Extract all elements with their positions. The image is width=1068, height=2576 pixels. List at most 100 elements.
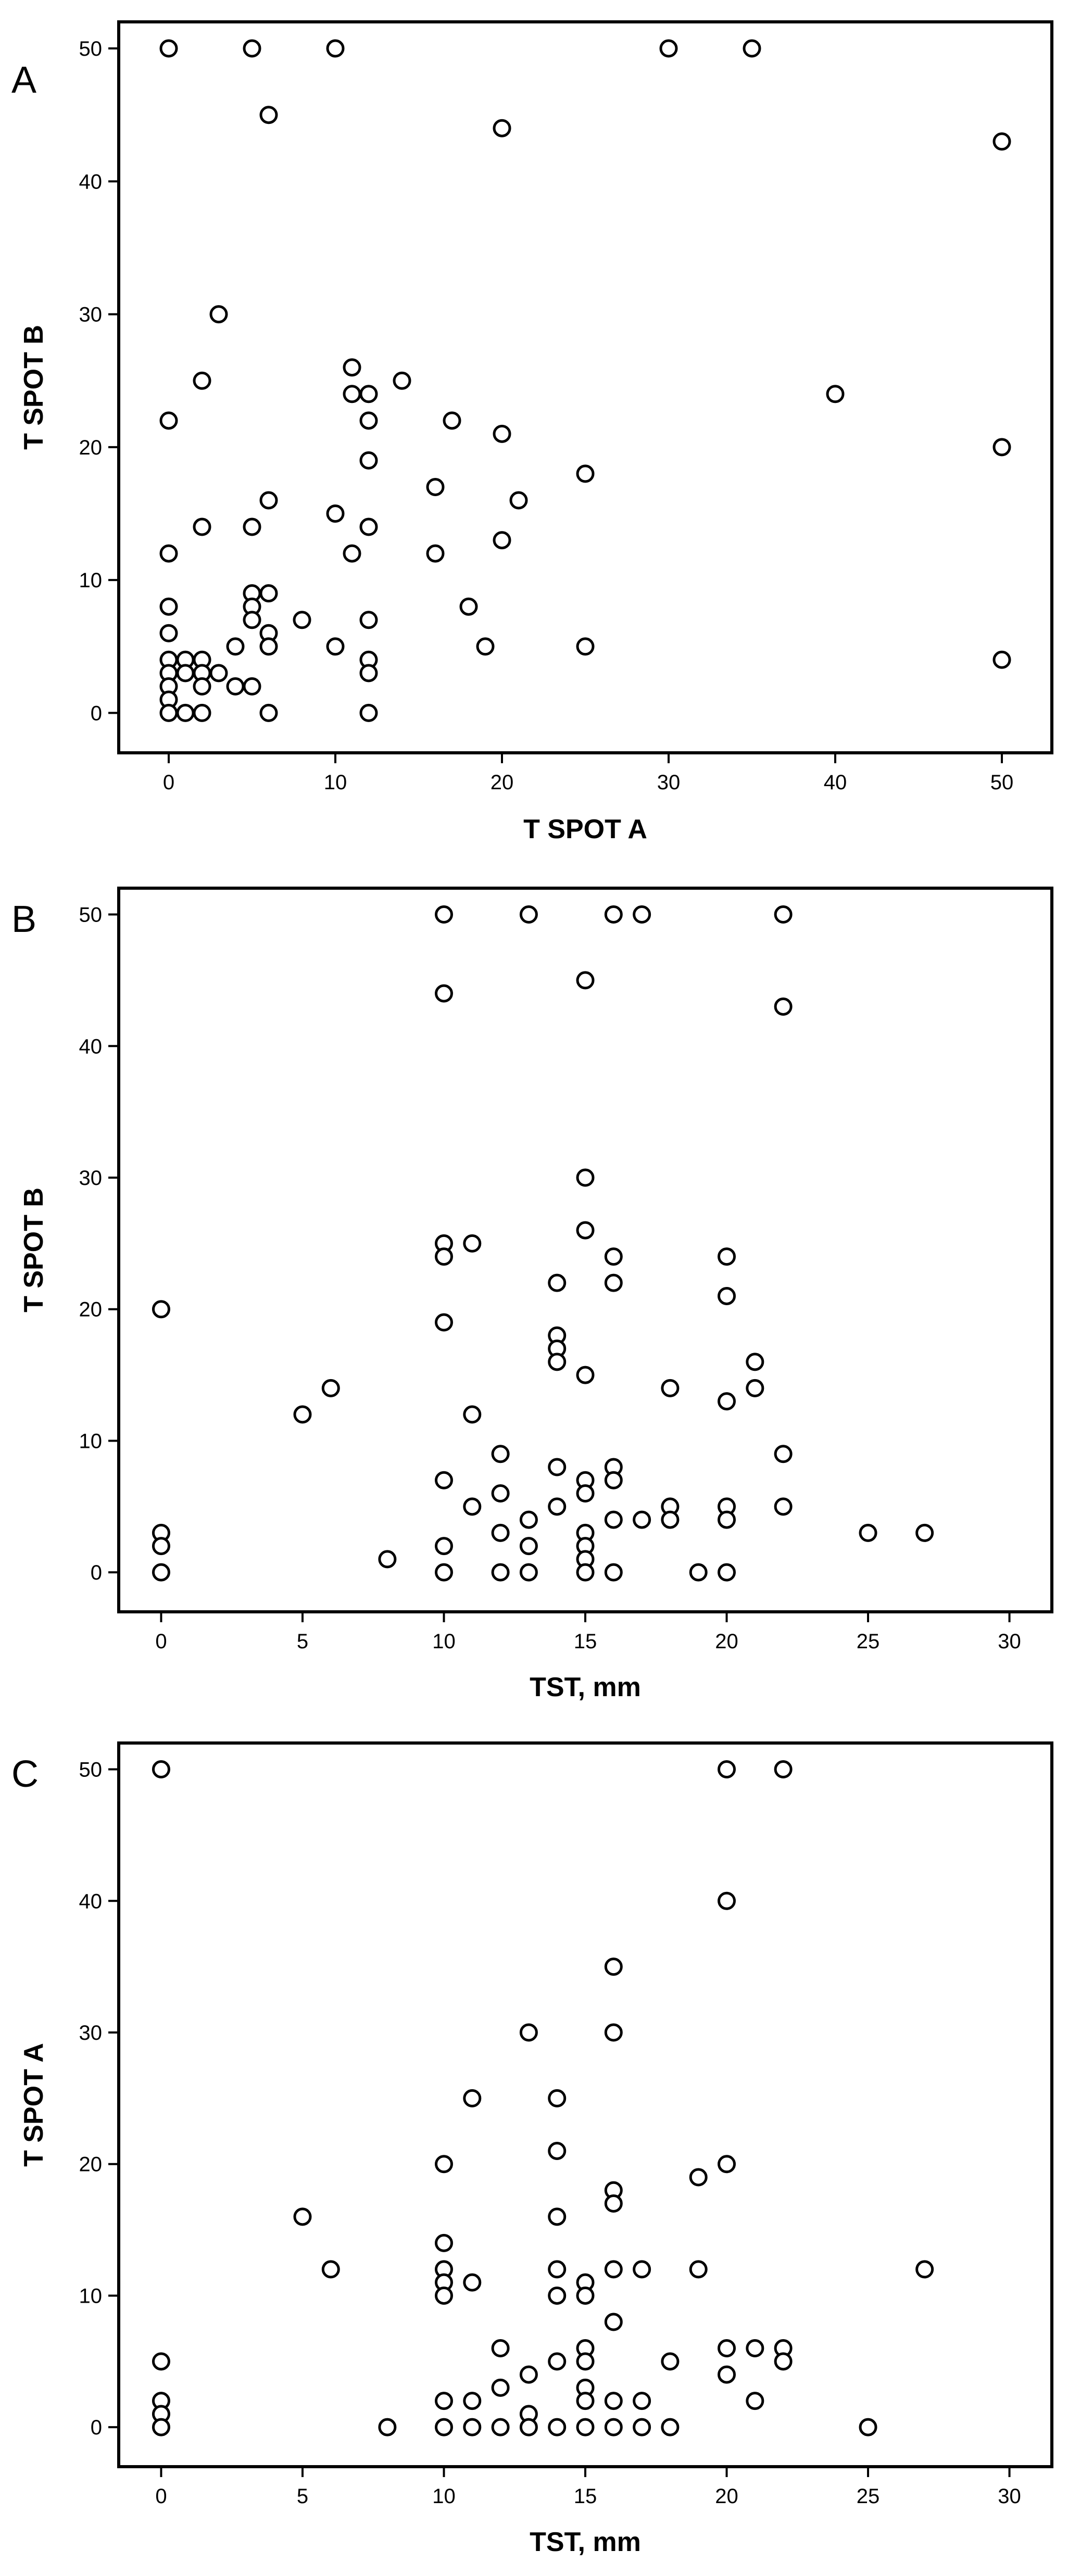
data-point bbox=[718, 1891, 736, 1910]
data-point bbox=[493, 119, 511, 137]
data-point bbox=[159, 703, 178, 722]
y-tick-label: 20 bbox=[79, 436, 103, 459]
data-point bbox=[243, 517, 261, 536]
data-point bbox=[343, 544, 361, 563]
data-point bbox=[434, 1247, 453, 1266]
data-point bbox=[259, 703, 278, 722]
x-tick-label: 0 bbox=[155, 1630, 167, 1653]
data-point bbox=[434, 2286, 453, 2305]
data-point bbox=[226, 637, 245, 656]
data-point bbox=[491, 2418, 510, 2436]
x-tick-label: 5 bbox=[297, 2485, 308, 2508]
data-point bbox=[519, 1510, 538, 1529]
data-point bbox=[326, 637, 345, 656]
data-point bbox=[491, 1563, 510, 1582]
data-point bbox=[426, 477, 445, 496]
data-point bbox=[259, 584, 278, 603]
x-tick-label: 15 bbox=[574, 2485, 597, 2508]
data-point bbox=[746, 2392, 764, 2410]
data-point bbox=[746, 1353, 764, 1371]
data-point bbox=[548, 1353, 567, 1371]
data-point bbox=[434, 984, 453, 1003]
y-tick-label: 50 bbox=[79, 37, 103, 60]
x-tick-label: 30 bbox=[998, 1630, 1021, 1653]
plot-frame bbox=[117, 20, 1053, 754]
data-point bbox=[915, 2260, 934, 2279]
data-point bbox=[152, 1563, 170, 1582]
y-tick-label: 50 bbox=[79, 904, 103, 927]
data-point bbox=[259, 106, 278, 124]
data-point bbox=[463, 2089, 482, 2107]
x-tick-label: 20 bbox=[715, 2485, 738, 2508]
data-point bbox=[491, 2339, 510, 2358]
data-point bbox=[576, 1563, 595, 1582]
data-point bbox=[604, 2313, 623, 2331]
data-point bbox=[519, 905, 538, 924]
data-point bbox=[604, 2392, 623, 2410]
data-point bbox=[718, 1392, 736, 1411]
y-tick-label: 0 bbox=[91, 1561, 102, 1584]
data-point bbox=[359, 451, 378, 470]
x-tick-label: 10 bbox=[324, 771, 347, 794]
x-tick-label: 20 bbox=[491, 771, 514, 794]
data-point bbox=[633, 2260, 651, 2279]
data-point bbox=[548, 2352, 567, 2371]
data-point bbox=[661, 2352, 680, 2371]
data-point bbox=[159, 597, 178, 616]
data-point bbox=[576, 637, 595, 656]
data-point bbox=[193, 703, 211, 722]
data-point bbox=[604, 1471, 623, 1489]
data-point bbox=[243, 677, 261, 696]
data-point bbox=[209, 664, 228, 683]
chart-panel-b: B 0 10 20 30 40 50 0 5 10 15 20 25 30 TST, mm T SPOT B bbox=[11, 887, 1053, 1702]
data-point bbox=[661, 1379, 680, 1397]
data-point bbox=[343, 358, 361, 377]
data-point bbox=[774, 997, 793, 1016]
data-point bbox=[243, 39, 261, 58]
data-point bbox=[604, 1510, 623, 1529]
data-point bbox=[633, 1510, 651, 1529]
y-tick-label: 40 bbox=[79, 170, 103, 193]
data-point bbox=[548, 2286, 567, 2305]
data-point bbox=[259, 491, 278, 510]
data-point bbox=[576, 1168, 595, 1187]
data-point bbox=[159, 544, 178, 563]
data-point bbox=[359, 611, 378, 629]
data-point bbox=[193, 517, 211, 536]
y-tick-label: 10 bbox=[79, 569, 103, 592]
data-point bbox=[548, 1458, 567, 1476]
data-point bbox=[243, 611, 261, 629]
y-tick-label: 10 bbox=[79, 2284, 103, 2307]
data-point bbox=[193, 677, 211, 696]
data-point bbox=[519, 1563, 538, 1582]
data-point bbox=[548, 2207, 567, 2226]
data-point bbox=[434, 905, 453, 924]
data-point bbox=[774, 1445, 793, 1463]
data-point bbox=[293, 1405, 312, 1424]
data-point bbox=[548, 2141, 567, 2160]
y-tick-label: 20 bbox=[79, 2153, 103, 2176]
data-point bbox=[434, 2418, 453, 2436]
data-point bbox=[519, 2023, 538, 2042]
data-point bbox=[434, 1563, 453, 1582]
x-tick-label: 30 bbox=[657, 771, 681, 794]
x-tick-label: 30 bbox=[998, 2485, 1021, 2508]
data-point bbox=[359, 517, 378, 536]
data-point bbox=[321, 2260, 340, 2279]
x-tick-label: 50 bbox=[990, 771, 1014, 794]
data-point bbox=[152, 1760, 170, 1779]
data-point bbox=[463, 1405, 482, 1424]
y-tick-label: 30 bbox=[79, 304, 103, 326]
data-point bbox=[491, 1445, 510, 1463]
data-point bbox=[152, 2352, 170, 2371]
data-point bbox=[576, 1366, 595, 1384]
x-axis-title: TST, mm bbox=[530, 1672, 641, 1702]
data-point bbox=[774, 1497, 793, 1516]
data-point bbox=[463, 2273, 482, 2292]
data-point bbox=[576, 971, 595, 990]
data-point bbox=[293, 611, 311, 629]
data-point bbox=[633, 905, 651, 924]
data-point bbox=[159, 624, 178, 642]
data-point bbox=[519, 2365, 538, 2384]
data-point bbox=[718, 2155, 736, 2174]
